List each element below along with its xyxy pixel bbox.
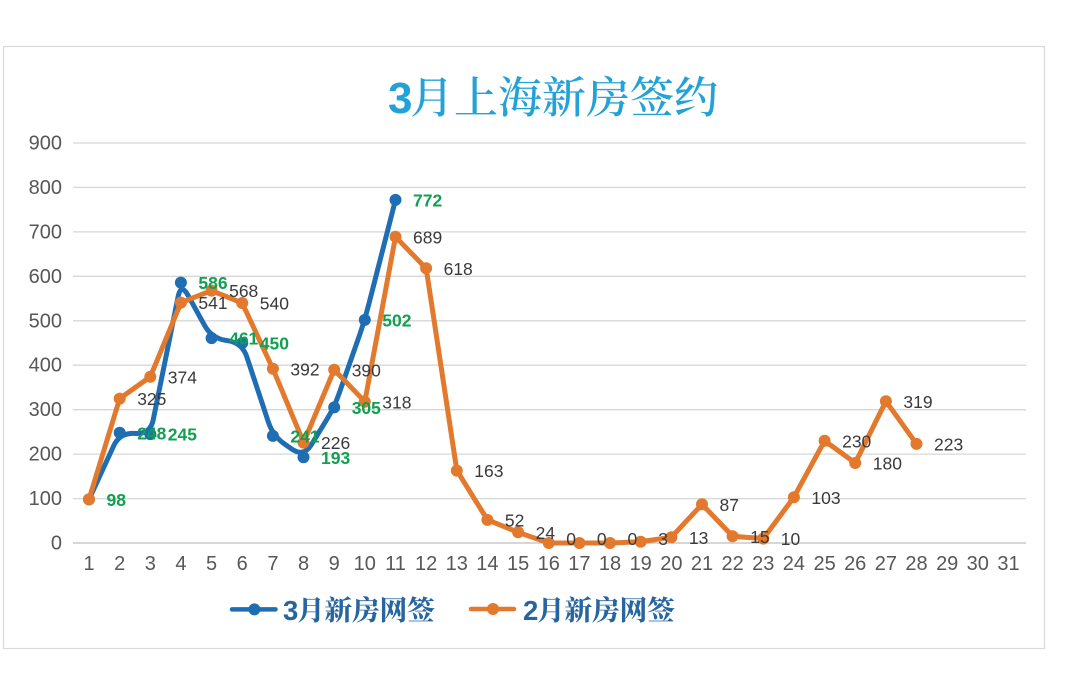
svg-text:305: 305 (352, 398, 381, 418)
svg-text:245: 245 (168, 425, 197, 445)
svg-text:241: 241 (290, 427, 319, 447)
svg-text:3: 3 (145, 553, 156, 575)
svg-text:28: 28 (905, 553, 927, 575)
svg-text:318: 318 (382, 392, 411, 412)
svg-text:500: 500 (29, 310, 62, 332)
svg-text:98: 98 (107, 490, 127, 510)
svg-text:25: 25 (813, 553, 835, 575)
svg-text:450: 450 (260, 334, 289, 354)
svg-text:26: 26 (844, 553, 866, 575)
svg-text:319: 319 (903, 392, 932, 412)
svg-text:29: 29 (936, 553, 958, 575)
svg-text:52: 52 (505, 511, 524, 531)
svg-text:600: 600 (29, 266, 62, 288)
svg-text:13: 13 (689, 528, 708, 548)
svg-text:180: 180 (873, 454, 902, 474)
svg-text:31: 31 (997, 553, 1019, 575)
svg-text:586: 586 (198, 273, 227, 293)
svg-text:12: 12 (415, 553, 437, 575)
svg-text:6: 6 (237, 553, 248, 575)
svg-text:0: 0 (51, 533, 62, 555)
svg-text:100: 100 (29, 488, 62, 510)
svg-text:2: 2 (523, 595, 538, 626)
svg-text:87: 87 (720, 495, 739, 515)
svg-text:461: 461 (229, 329, 258, 349)
svg-text:689: 689 (413, 227, 442, 247)
svg-text:226: 226 (321, 433, 350, 453)
svg-text:27: 27 (875, 553, 897, 575)
svg-text:163: 163 (474, 461, 503, 481)
svg-text:24: 24 (536, 523, 556, 543)
svg-text:700: 700 (29, 221, 62, 243)
svg-text:9: 9 (329, 553, 340, 575)
svg-text:15: 15 (507, 553, 529, 575)
svg-text:13: 13 (446, 553, 468, 575)
svg-text:900: 900 (29, 133, 62, 155)
svg-text:21: 21 (691, 553, 713, 575)
svg-text:248: 248 (137, 423, 166, 443)
svg-text:8: 8 (298, 553, 309, 575)
svg-text:3: 3 (388, 74, 412, 123)
svg-text:193: 193 (321, 448, 350, 468)
svg-text:223: 223 (934, 435, 963, 455)
svg-text:23: 23 (752, 553, 774, 575)
svg-text:800: 800 (29, 177, 62, 199)
svg-text:0: 0 (566, 529, 576, 549)
svg-text:20: 20 (660, 553, 682, 575)
svg-text:4: 4 (175, 553, 186, 575)
svg-text:15: 15 (750, 527, 769, 547)
svg-text:22: 22 (721, 553, 743, 575)
svg-text:0: 0 (597, 529, 607, 549)
svg-text:2: 2 (114, 553, 125, 575)
svg-text:30: 30 (967, 553, 989, 575)
svg-text:325: 325 (137, 389, 166, 409)
svg-text:392: 392 (290, 359, 319, 379)
svg-text:7: 7 (267, 553, 278, 575)
svg-text:19: 19 (630, 553, 652, 575)
svg-text:200: 200 (29, 444, 62, 466)
svg-text:1: 1 (83, 553, 94, 575)
svg-text:3: 3 (658, 529, 668, 549)
svg-text:5: 5 (206, 553, 217, 575)
svg-text:103: 103 (811, 488, 840, 508)
svg-text:772: 772 (413, 191, 442, 211)
svg-text:0: 0 (628, 529, 638, 549)
svg-text:400: 400 (29, 355, 62, 377)
svg-text:10: 10 (781, 529, 801, 549)
svg-text:3: 3 (283, 595, 298, 626)
svg-text:540: 540 (260, 294, 289, 314)
svg-text:11: 11 (385, 553, 406, 575)
svg-text:300: 300 (29, 399, 62, 421)
svg-text:390: 390 (352, 360, 381, 380)
svg-text:14: 14 (476, 553, 498, 575)
svg-text:24: 24 (783, 553, 805, 575)
svg-text:230: 230 (842, 431, 871, 451)
svg-text:618: 618 (444, 259, 473, 279)
svg-text:374: 374 (168, 367, 197, 387)
svg-text:17: 17 (568, 553, 590, 575)
svg-text:502: 502 (382, 311, 411, 331)
svg-text:568: 568 (229, 281, 258, 301)
svg-text:16: 16 (538, 553, 560, 575)
svg-text:10: 10 (354, 553, 376, 575)
svg-text:18: 18 (599, 553, 621, 575)
svg-text:541: 541 (198, 293, 227, 313)
